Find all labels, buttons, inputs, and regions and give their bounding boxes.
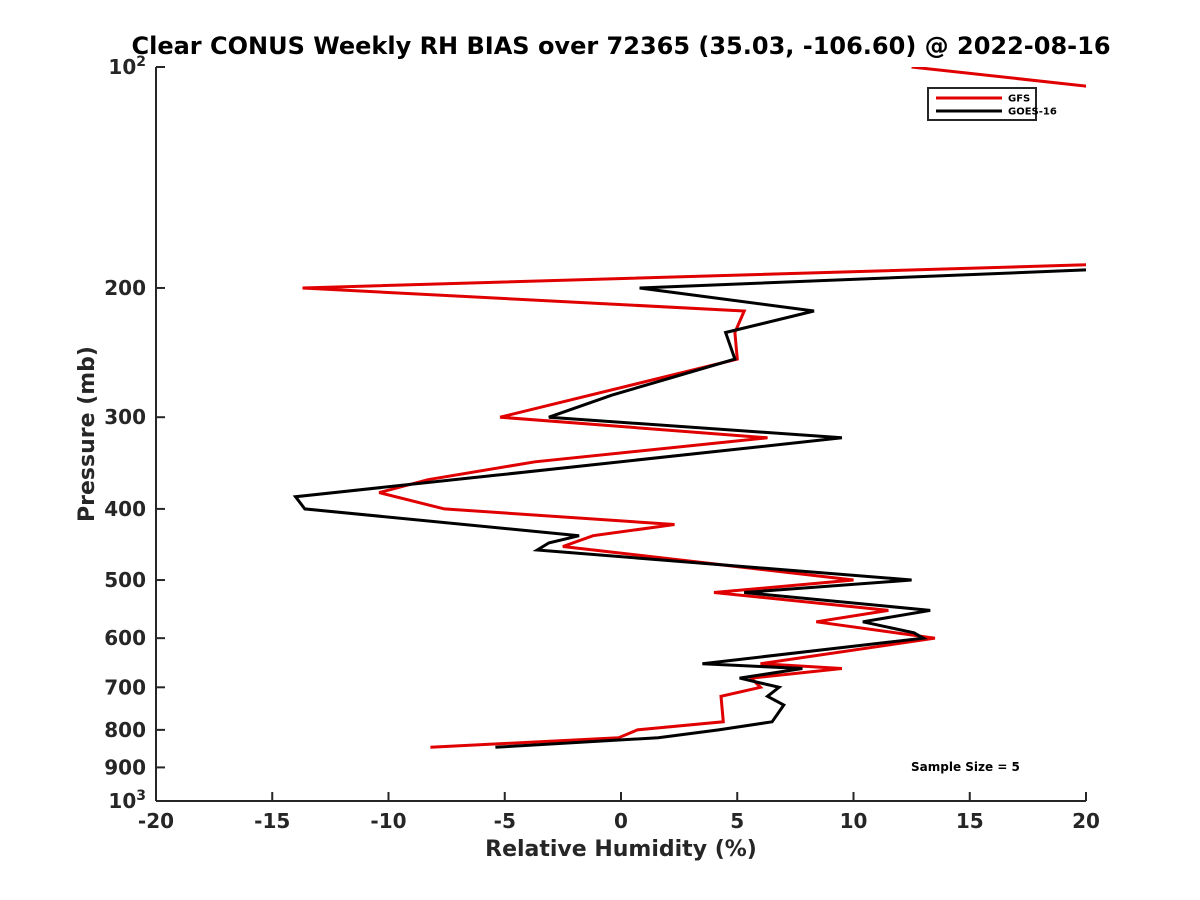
series-layer (292, 67, 1086, 749)
legend-box (927, 87, 1037, 121)
x-tick-label: 0 (614, 809, 628, 833)
x-tick-label: 5 (730, 809, 744, 833)
y-tick-label: 700 (104, 675, 146, 699)
y-tick-label: 800 (104, 718, 146, 742)
legend: GFS GOES-16 (927, 87, 1057, 121)
legend-label-goes16: GOES-16 (1008, 107, 1057, 118)
x-tick-label: 15 (956, 809, 984, 833)
y-tick-label: 102 (108, 54, 146, 79)
y-tick-label: 900 (104, 755, 146, 779)
x-tick-label: -15 (254, 809, 290, 833)
x-tick-label: 10 (840, 809, 868, 833)
x-tick-label: -20 (138, 809, 174, 833)
y-tick-label: 500 (104, 568, 146, 592)
y-tick-label: 300 (104, 405, 146, 429)
series-line-gfs (302, 67, 1086, 749)
x-tick-label: -5 (494, 809, 516, 833)
y-axis-label: Pressure (mb) (75, 346, 100, 522)
sample-size-annotation: Sample Size = 5 (911, 760, 1020, 774)
chart-title: Clear CONUS Weekly RH BIAS over 72365 (3… (131, 32, 1110, 60)
axes-layer (155, 67, 1086, 802)
y-tick-label: 600 (104, 626, 146, 650)
x-axis-label: Relative Humidity (%) (485, 837, 757, 862)
x-tick-layer: -20 -15 -10 -5 0 5 10 15 20 (138, 792, 1100, 833)
x-tick-label: 20 (1072, 809, 1100, 833)
y-tick-label: 400 (104, 497, 146, 521)
y-tick-label: 200 (104, 276, 146, 300)
series-line-goes16 (292, 268, 1086, 749)
legend-label-gfs: GFS (1008, 94, 1030, 105)
x-tick-label: -10 (370, 809, 406, 833)
